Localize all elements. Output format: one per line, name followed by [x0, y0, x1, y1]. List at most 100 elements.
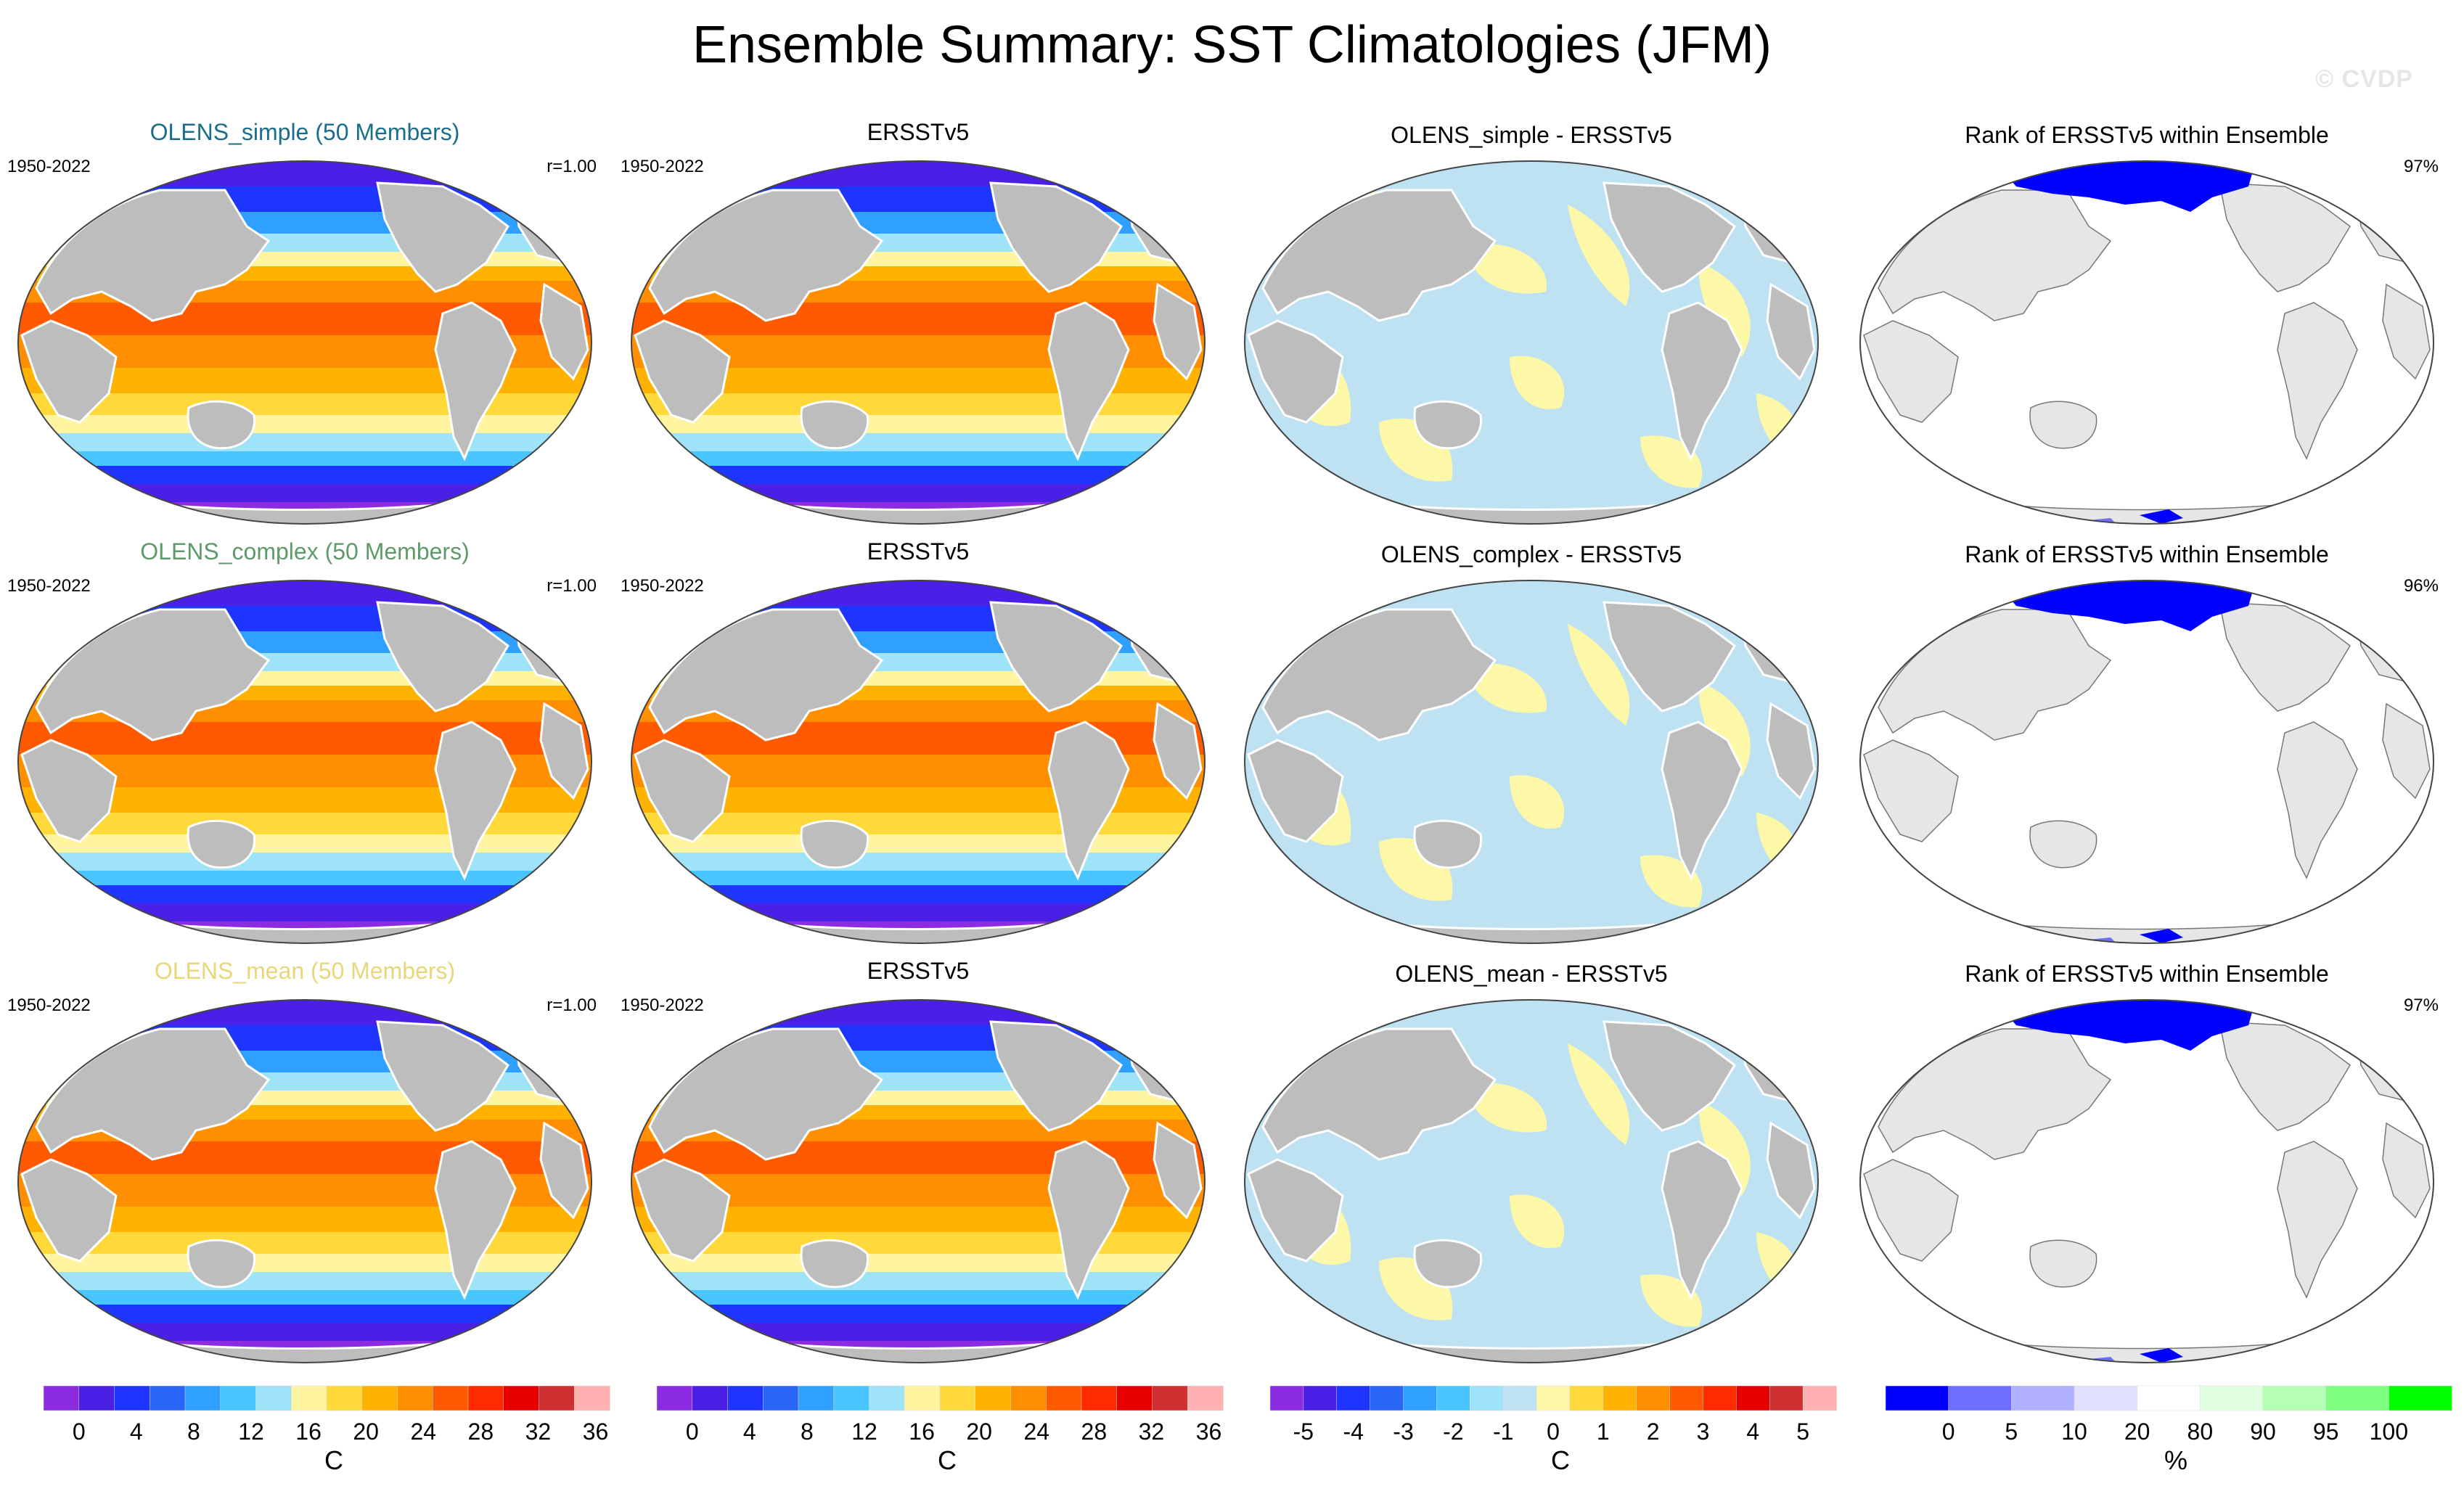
diff-panel-title: OLENS_complex - ERSSTv5	[1380, 541, 1682, 567]
obs-panel-row1: ERSSTv5 1950-2022	[621, 118, 1216, 538]
colorbar-swatch	[1269, 1385, 1304, 1411]
antarctic-low-rank-region	[2140, 1348, 2183, 1363]
colorbar-swatch	[1116, 1385, 1153, 1411]
colorbar-swatch	[1046, 1385, 1082, 1411]
map-border	[1244, 580, 1819, 944]
colorbar-tick-label: 0	[1547, 1419, 1560, 1445]
diff-positive-region	[1568, 624, 1630, 726]
sst-band	[18, 1232, 592, 1254]
colorbar-swatch	[1948, 1385, 2013, 1411]
colorbar-swatch	[1802, 1385, 1837, 1411]
colorbar-swatch	[397, 1385, 433, 1411]
sst-band	[631, 433, 1205, 451]
australia-landmass	[800, 1239, 869, 1289]
sst-band	[631, 1290, 1205, 1305]
sst-band	[631, 466, 1205, 484]
colorbar-swatch	[326, 1385, 363, 1411]
colorbar-swatch	[150, 1385, 186, 1411]
sst-band	[18, 1290, 592, 1305]
colorbar-tick-label: 12	[851, 1419, 877, 1445]
colorbar-swatch	[1703, 1385, 1738, 1411]
colorbar-swatch	[1470, 1385, 1504, 1411]
obs-map	[631, 160, 1206, 525]
colorbar-swatch	[1736, 1385, 1770, 1411]
eurasia-landmass	[1261, 608, 1497, 742]
diff-positive-region	[1466, 244, 1547, 294]
sst-band	[18, 1323, 592, 1341]
diff-positive-region	[1510, 1194, 1565, 1248]
sst-band	[631, 161, 1205, 186]
south-america-landmass	[1661, 301, 1743, 461]
colorbar-swatch	[2200, 1385, 2264, 1411]
colorbar-tick-label: 8	[801, 1419, 814, 1445]
obs-panel-title: ERSSTv5	[867, 119, 970, 145]
africa-landmass	[634, 739, 731, 843]
north-america-landmass	[2219, 602, 2351, 712]
australia-landmass	[800, 819, 869, 869]
rank-map	[1859, 999, 2434, 1363]
colorbar-swatch	[1370, 1385, 1404, 1411]
diff-positive-region	[1466, 1083, 1547, 1133]
colorbar-tick-label: -5	[1293, 1419, 1314, 1445]
sst-band	[631, 1141, 1205, 1174]
colorbar-tick-label: 20	[2124, 1419, 2150, 1445]
sst-band	[621, 573, 1216, 580]
south-america-landmass	[1047, 301, 1130, 461]
colorbar-tick-label: 95	[2313, 1419, 2339, 1445]
model-panel-row2: OLENS_complex (50 Members) 1950-2022 r=1.0…	[7, 537, 602, 958]
colorbar-swatch	[1010, 1385, 1047, 1411]
sst-band	[7, 993, 602, 1000]
sst-band	[631, 303, 1205, 335]
map-border	[631, 999, 1206, 1363]
rank-panel-row2: Rank of ERSSTv5 within Ensemble 96%	[1849, 537, 2444, 958]
map-border	[17, 580, 592, 944]
colorbar-swatch	[2074, 1385, 2138, 1411]
colorbar-swatch	[2011, 1385, 2075, 1411]
sst-band	[18, 303, 592, 335]
sst-band	[631, 1323, 1205, 1341]
south-america-landmass	[434, 721, 517, 881]
sst-band	[631, 903, 1205, 921]
colorbar-tick-label: -3	[1393, 1419, 1413, 1445]
colorbar-swatch	[2137, 1385, 2201, 1411]
antarctic-low-rank-region	[2140, 509, 2183, 524]
sst-colorbar-1: 0 4 8 12 16 20 24 28 32 36 C	[29, 1379, 639, 1480]
colorbar-swatch	[869, 1385, 905, 1411]
colorbar-swatch	[1502, 1385, 1537, 1411]
period-label: 1950-2022	[7, 157, 91, 176]
africa-landmass	[1863, 320, 1959, 423]
colorbar-tick-label: -1	[1493, 1419, 1513, 1445]
australia-landmass	[1413, 819, 1483, 869]
sst-band	[631, 1272, 1205, 1290]
model-panel-title: OLENS_simple (50 Members)	[150, 119, 460, 145]
colorbar-swatch	[763, 1385, 799, 1411]
colorbar-tick-label: -2	[1443, 1419, 1463, 1445]
colorbar-tick-label: 28	[1081, 1419, 1108, 1445]
colorbar-tick-label: 1	[1597, 1419, 1610, 1445]
colorbar-tick-label: -4	[1343, 1419, 1363, 1445]
sst-band	[18, 393, 592, 415]
diff-positive-region	[1698, 1101, 1751, 1196]
colorbar-tick-label: 36	[1196, 1419, 1222, 1445]
diff-panel-title: OLENS_mean - ERSSTv5	[1395, 961, 1668, 987]
eurasia-landmass	[1261, 189, 1497, 322]
colorbar-tick-label: 8	[187, 1419, 200, 1445]
colorbar-swatch	[255, 1385, 292, 1411]
sst-band	[631, 186, 1205, 212]
australia-landmass	[1413, 1239, 1483, 1289]
map-border	[17, 999, 592, 1363]
sst-band	[18, 606, 592, 631]
colorbar-tick-label: 5	[2005, 1419, 2018, 1445]
sst-colorbar-unit: C	[324, 1445, 343, 1475]
australia-landmass	[2029, 820, 2097, 869]
colorbar-tick-label: 5	[1796, 1419, 1809, 1445]
eurasia-landmass	[648, 189, 884, 322]
diff-panel-row3: OLENS_mean - ERSSTv5	[1234, 956, 1829, 1377]
africa-east-landmass	[2382, 702, 2431, 800]
model-panel-title: OLENS_complex (50 Members)	[140, 538, 470, 565]
africa-landmass	[20, 739, 118, 843]
diff-map	[1244, 160, 1819, 525]
colorbar-swatch	[574, 1385, 610, 1411]
colorbar-swatch	[503, 1385, 540, 1411]
period-label: 1950-2022	[621, 576, 704, 596]
